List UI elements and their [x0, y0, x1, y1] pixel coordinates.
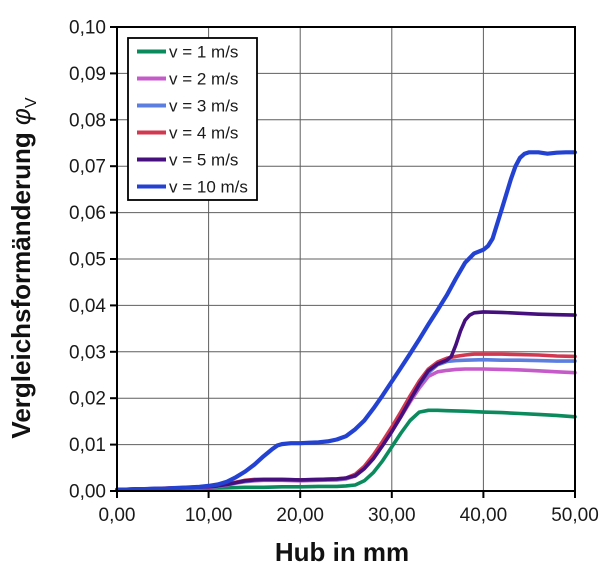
legend-label: v = 10 m/s: [169, 178, 248, 197]
y-tick-label: 0,08: [69, 110, 106, 131]
x-axis-title: Hub in mm: [275, 537, 409, 567]
legend-box: [127, 37, 258, 201]
legend-item-v-5-m-s: v = 5 m/s: [137, 151, 238, 170]
y-tick-label: 0,09: [69, 64, 106, 85]
y-axis-title: Vergleichsformänderung φV: [6, 97, 40, 439]
curve-v-2-m-s: [115, 367, 577, 492]
x-tick-label: 30,00: [368, 505, 416, 526]
legend-item-v-2-m-s: v = 2 m/s: [137, 70, 238, 89]
y-tick-label: 0,07: [69, 157, 106, 178]
y-tick-label: 0,00: [69, 482, 106, 503]
legend-label: v = 1 m/s: [169, 43, 238, 62]
x-tick-label: 10,00: [185, 505, 233, 526]
y-tick-label: 0,01: [69, 435, 106, 456]
legend-item-v-4-m-s: v = 4 m/s: [137, 124, 238, 143]
curve-v-3-m-s: [115, 357, 577, 492]
legend: v = 1 m/s v = 2 m/s v = 3 m/s v = 4 m/s v = …: [127, 37, 258, 201]
y-tick-label: 0,10: [69, 18, 106, 39]
y-tick-label: 0,05: [69, 250, 106, 271]
legend-label: v = 5 m/s: [169, 151, 238, 170]
legend-item-v-10-m-s: v = 10 m/s: [137, 178, 248, 197]
legend-item-v-3-m-s: v = 3 m/s: [137, 97, 238, 116]
axis-ticks: [110, 26, 576, 498]
legend-item-v-1-m-s: v = 1 m/s: [137, 43, 238, 62]
y-tick-label: 0,04: [69, 296, 106, 317]
legend-label: v = 3 m/s: [169, 97, 238, 116]
x-tick-label: 0,00: [99, 505, 136, 526]
y-axis-title-text: Vergleichsformänderung φV: [6, 97, 40, 439]
curve-v-10-m-s: [114, 150, 578, 492]
x-tick-label: 50,00: [551, 505, 599, 526]
curve-v-4-m-s: [115, 352, 577, 492]
curves: [114, 150, 578, 492]
legend-label: v = 4 m/s: [169, 124, 238, 143]
y-tick-label: 0,02: [69, 389, 106, 410]
curve-v-5-m-s: [115, 310, 577, 492]
x-tick-label: 20,00: [276, 505, 324, 526]
tick-labels: 0,00 10,00 20,00 30,00 40,00 50,00 0,00 0,01 0,0…: [69, 18, 599, 527]
y-tick-label: 0,03: [69, 342, 106, 363]
y-tick-label: 0,06: [69, 203, 106, 224]
legend-label: v = 2 m/s: [169, 70, 238, 89]
x-tick-label: 40,00: [460, 505, 508, 526]
